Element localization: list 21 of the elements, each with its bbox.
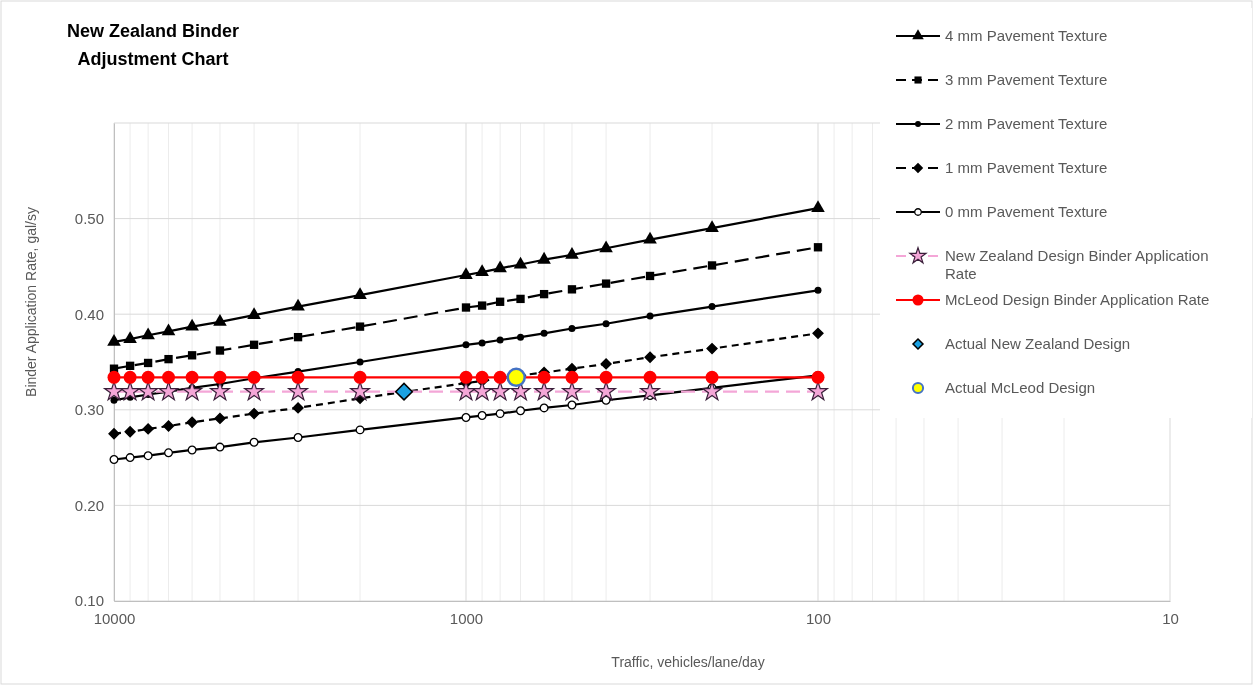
legend-label: Actual McLeod Design (945, 379, 1096, 396)
y-tick-label: 0.20 (74, 496, 104, 514)
y-tick-label: 0.50 (74, 209, 104, 227)
y-axis-title: Binder Application Rate, gal/sy (23, 207, 39, 397)
legend-label: 1 mm Pavement Texture (945, 159, 1108, 176)
legend-label: 4 mm Pavement Texture (945, 27, 1108, 44)
legend-label: New Zealand Design Binder Application Rate (945, 247, 1209, 282)
x-tick-label: 10 (1162, 609, 1179, 627)
legend-label: McLeod Design Binder Application Rate (945, 291, 1210, 308)
x-tick-label: 100 (805, 609, 832, 627)
x-tick-label: 10000 (93, 609, 136, 627)
x-axis-title: Traffic, vehicles/lane/day (611, 654, 765, 670)
x-tick-label: 1000 (449, 609, 484, 627)
legend-label: 2 mm Pavement Texture (945, 115, 1108, 132)
y-tick-label: 0.40 (74, 305, 104, 323)
y-tick-label: 0.10 (74, 592, 104, 610)
legend-label: 3 mm Pavement Texture (945, 71, 1108, 88)
chart-title: New Zealand Binder Adjustment Chart (66, 21, 240, 69)
legend-label: 0 mm Pavement Texture (945, 203, 1108, 220)
y-tick-label: 0.30 (74, 401, 104, 419)
legend-label: Actual New Zealand Design (945, 335, 1131, 352)
